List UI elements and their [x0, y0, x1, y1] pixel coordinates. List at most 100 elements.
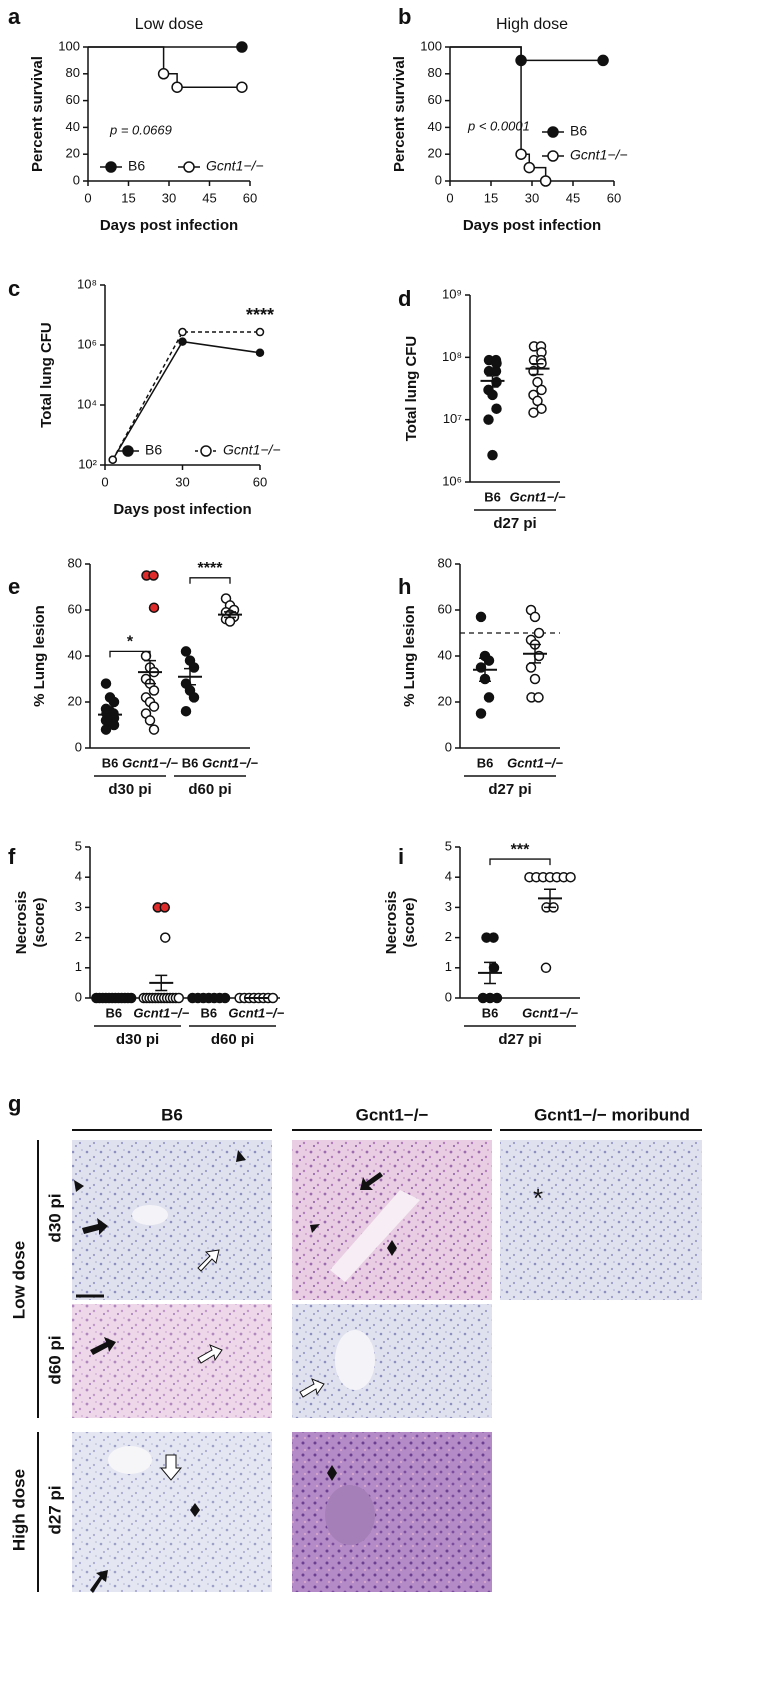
y-tick-label: 20: [68, 693, 82, 708]
x-tick-label: B6: [482, 1005, 499, 1020]
point: [188, 692, 200, 703]
line: [112, 331, 260, 461]
point: [491, 376, 502, 388]
point: [565, 871, 576, 883]
error-bar: [531, 362, 544, 376]
x-tick-label: 45: [566, 190, 580, 205]
legend-label: B6: [570, 123, 587, 139]
point: [159, 902, 170, 913]
y-tick-label: 60: [66, 92, 80, 107]
y-tick-label: 80: [428, 65, 442, 80]
point: [180, 705, 192, 717]
y-tick-label: 0: [75, 739, 82, 754]
y-axis-label: (score): [31, 897, 48, 947]
x-tick-label: 45: [202, 190, 216, 205]
group-label: d30 pi: [108, 781, 151, 798]
y-tick-label: 5: [75, 838, 82, 853]
x-axis-label: Days post infection: [100, 217, 238, 234]
point: [267, 992, 279, 1004]
group-label: d27 pi: [493, 515, 536, 532]
y-tick-label: 20: [66, 146, 80, 161]
x-tick-label: 0: [446, 190, 453, 205]
x-tick-label: 30: [175, 474, 189, 489]
annotation: *: [533, 1183, 543, 1213]
point: [148, 570, 159, 581]
point: [144, 715, 156, 726]
column-header: Gcnt1−/−: [356, 1105, 429, 1124]
point: [148, 685, 160, 696]
y-tick-label: 3: [75, 899, 82, 914]
point: [540, 962, 552, 974]
error-bar: [104, 710, 116, 719]
panel-letter: f: [8, 844, 16, 869]
point: [491, 403, 502, 414]
airway: [335, 1330, 375, 1390]
y-tick-label: 1: [445, 959, 452, 974]
point: [487, 449, 498, 461]
legend-marker: [183, 161, 195, 173]
column-header: Gcnt1−/− moribund: [534, 1105, 690, 1124]
x-tick-label: 60: [243, 190, 257, 205]
significance-bracket: [189, 577, 231, 584]
arrow-white: [197, 1344, 223, 1364]
legend-label: Gcnt1−/−: [570, 147, 628, 163]
error-bar: [544, 888, 556, 909]
y-tick-label: 3: [445, 899, 452, 914]
point: [140, 650, 152, 662]
point: [523, 161, 536, 174]
y-tick-label: 40: [438, 647, 452, 662]
y-tick-label: 20: [428, 146, 442, 161]
error-bar: [486, 375, 499, 388]
y-tick-label: 80: [68, 555, 82, 570]
y-tick-label: 10⁸: [77, 276, 97, 291]
arrow-black: [82, 1218, 108, 1235]
point: [173, 992, 185, 1004]
point: [157, 68, 170, 80]
error-bar: [155, 974, 168, 992]
x-tick-label: Gcnt1−/−: [522, 1005, 578, 1020]
significance-bracket: [109, 650, 151, 658]
arrow-white: [299, 1378, 325, 1398]
significance-label: *: [127, 634, 134, 651]
y-tick-label: 10⁶: [442, 473, 462, 488]
y-tick-label: 0: [445, 739, 452, 754]
y-tick-label: 5: [445, 838, 452, 853]
y-tick-label: 60: [68, 601, 82, 616]
point: [148, 701, 160, 712]
point: [255, 327, 265, 337]
x-axis-label: Days post infection: [113, 501, 251, 518]
point: [488, 932, 499, 943]
y-tick-label: 80: [66, 65, 80, 80]
point: [475, 708, 487, 719]
point: [108, 719, 120, 731]
airway: [325, 1485, 375, 1545]
legend-label: Gcnt1−/−: [206, 158, 264, 174]
y-tick-label: 4: [445, 869, 452, 884]
survival-curve: [450, 46, 604, 62]
legend-marker: [105, 161, 117, 173]
y-tick-label: 1: [75, 959, 82, 974]
group-label: d30 pi: [116, 1031, 159, 1048]
panel-letter: i: [398, 844, 404, 869]
panel-letter: d: [398, 286, 411, 311]
x-tick-label: Gcnt1−/−: [228, 1005, 284, 1020]
point: [178, 327, 187, 337]
y-tick-label: 10⁶: [77, 336, 97, 351]
annotation: p = 0.0669: [109, 122, 172, 137]
histology-image: [292, 1432, 492, 1592]
y-tick-label: 0: [75, 989, 82, 1004]
point: [125, 992, 137, 1004]
panel-letter: g: [8, 1091, 21, 1116]
histology-image: [500, 1140, 702, 1300]
y-tick-label: 40: [428, 119, 442, 134]
legend-marker: [547, 126, 559, 138]
chart-title: High dose: [496, 16, 568, 33]
diamond: [387, 1240, 397, 1256]
y-tick-label: 10⁸: [442, 349, 462, 364]
point: [171, 81, 183, 93]
error-bar: [479, 657, 491, 683]
point: [255, 348, 265, 358]
point: [236, 41, 248, 53]
x-tick-label: 15: [484, 190, 498, 205]
point: [100, 724, 112, 735]
